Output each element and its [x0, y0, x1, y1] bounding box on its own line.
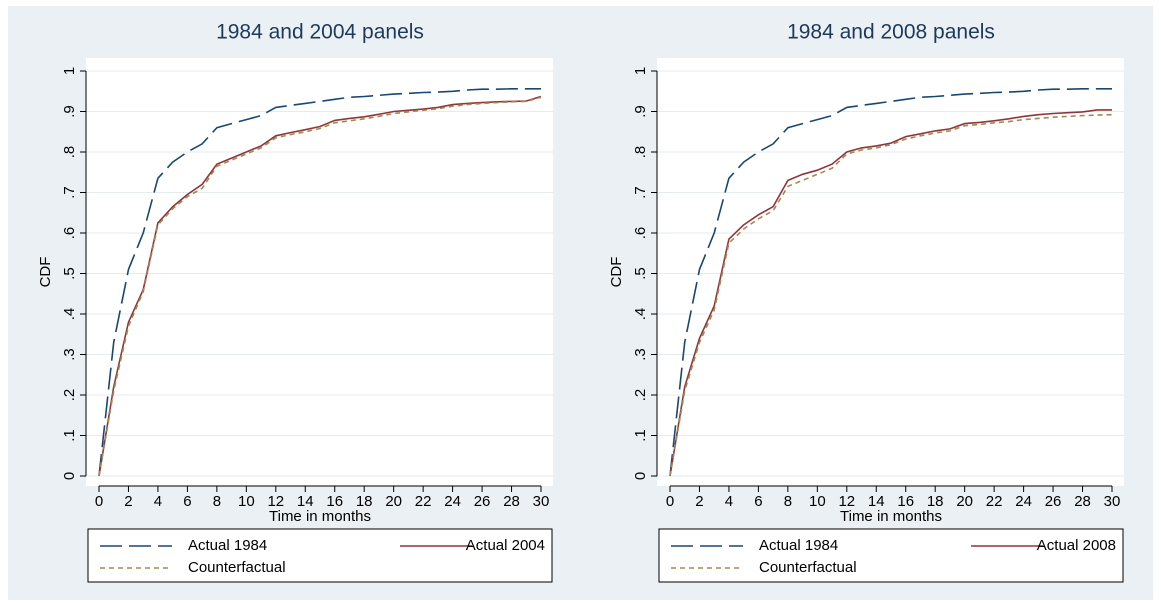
- y-tick-label: .4: [61, 308, 78, 321]
- series-line: [669, 88, 1112, 477]
- x-tick-label: 6: [183, 493, 191, 510]
- x-axis-label: Time in months: [269, 508, 371, 525]
- plot-area: [657, 58, 1124, 486]
- y-tick-label: .7: [61, 186, 78, 199]
- x-tick-label: 16: [326, 493, 343, 510]
- series-line: [98, 88, 541, 477]
- x-tick-label: 24: [1015, 493, 1032, 510]
- y-tick-label: .1: [632, 429, 649, 442]
- y-tick-label: .5: [632, 267, 649, 280]
- legend-box: [658, 528, 1124, 583]
- x-tick-label: 12: [838, 493, 855, 510]
- x-tick-label: 22: [415, 493, 432, 510]
- y-axis-label: CDF: [608, 257, 625, 288]
- y-tick-label: .7: [632, 186, 649, 199]
- y-tick-label: 0: [61, 472, 78, 480]
- x-tick-label: 22: [986, 493, 1003, 510]
- x-tick-label: 26: [474, 493, 491, 510]
- legend-label: Counterfactual: [188, 559, 286, 576]
- legend-label: Actual 2008: [1037, 537, 1116, 554]
- plot-area: [86, 58, 553, 486]
- chart-title: 1984 and 2004 panels: [216, 21, 424, 44]
- x-tick-label: 4: [725, 493, 733, 510]
- x-tick-label: 14: [868, 493, 885, 510]
- x-tick-label: 8: [784, 493, 792, 510]
- x-axis-label: Time in months: [840, 508, 942, 525]
- series-line: [669, 109, 1112, 477]
- y-tick-label: .9: [632, 105, 649, 118]
- y-tick-label: .4: [632, 308, 649, 321]
- x-tick-label: 12: [267, 493, 284, 510]
- x-tick-label: 20: [956, 493, 973, 510]
- y-tick-label: .2: [632, 389, 649, 402]
- y-tick-label: .8: [632, 146, 649, 159]
- y-tick-label: .6: [61, 227, 78, 240]
- y-tick-label: .9: [61, 105, 78, 118]
- x-tick-label: 2: [695, 493, 703, 510]
- y-tick-label: .8: [61, 146, 78, 159]
- x-tick-label: 2: [124, 493, 132, 510]
- chart-title: 1984 and 2008 panels: [787, 21, 995, 44]
- x-tick-label: 28: [503, 493, 520, 510]
- x-tick-label: 30: [1104, 493, 1121, 510]
- x-tick-label: 0: [95, 493, 103, 510]
- x-tick-label: 4: [154, 493, 162, 510]
- legend-label: Actual 1984: [188, 537, 267, 554]
- y-tick-label: .2: [61, 389, 78, 402]
- y-tick-label: 1: [61, 67, 78, 75]
- legend-label: Actual 2004: [466, 537, 545, 554]
- y-tick-label: .3: [632, 348, 649, 361]
- x-tick-label: 0: [666, 493, 674, 510]
- y-tick-label: .6: [632, 227, 649, 240]
- series-line: [98, 95, 542, 477]
- series-line: [98, 96, 542, 477]
- x-tick-label: 24: [444, 493, 461, 510]
- x-tick-label: 6: [754, 493, 762, 510]
- x-tick-label: 10: [809, 493, 826, 510]
- legend-label: Actual 1984: [759, 537, 838, 554]
- y-tick-label: 1: [632, 67, 649, 75]
- x-tick-label: 30: [533, 493, 550, 510]
- y-tick-label: .3: [61, 348, 78, 361]
- y-tick-label: .5: [61, 267, 78, 280]
- legend-label: Counterfactual: [759, 559, 857, 576]
- x-tick-label: 14: [297, 493, 314, 510]
- x-tick-label: 18: [927, 493, 944, 510]
- legend-box: [87, 528, 553, 583]
- y-axis-label: CDF: [37, 257, 54, 288]
- x-tick-label: 28: [1074, 493, 1091, 510]
- x-tick-label: 8: [213, 493, 221, 510]
- x-tick-label: 26: [1045, 493, 1062, 510]
- x-tick-label: 16: [897, 493, 914, 510]
- x-tick-label: 18: [356, 493, 373, 510]
- x-tick-label: 20: [385, 493, 402, 510]
- series-line: [669, 113, 1113, 477]
- y-tick-label: .1: [61, 429, 78, 442]
- x-tick-label: 10: [238, 493, 255, 510]
- y-tick-label: 0: [632, 472, 649, 480]
